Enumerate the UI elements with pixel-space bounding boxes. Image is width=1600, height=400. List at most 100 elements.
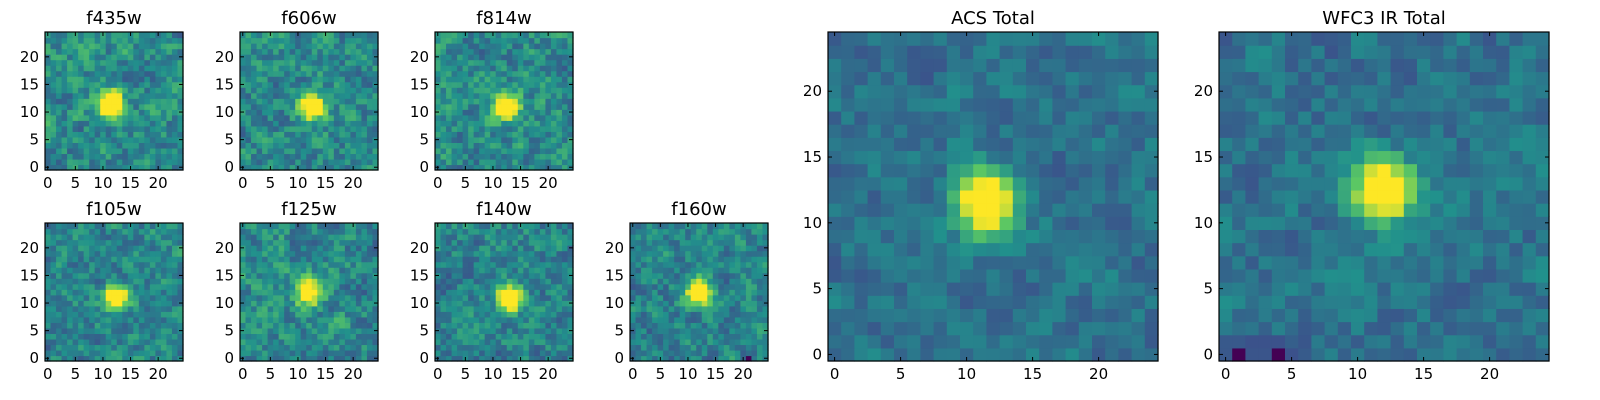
pixel-cell [556, 283, 563, 290]
pixel-cell [517, 103, 524, 110]
pixel-cell [289, 120, 296, 127]
pixel-cell [457, 131, 464, 138]
pixel-cell [490, 322, 497, 329]
pixel-cell [440, 245, 447, 252]
pixel-cell [933, 334, 948, 349]
pixel-cell [556, 120, 563, 127]
pixel-cell [960, 203, 974, 217]
pixel-cell [45, 43, 52, 50]
pixel-cell [539, 234, 546, 241]
pixel-cell [973, 255, 987, 270]
pixel-cell [473, 158, 480, 166]
pixel-cell [484, 147, 491, 155]
pixel-cell [545, 338, 552, 346]
pixel-cell [61, 338, 68, 346]
pixel-cell [751, 289, 758, 296]
pixel-cell [61, 54, 68, 61]
pixel-cell [701, 300, 708, 307]
pixel-cell [528, 256, 535, 263]
pixel-cell [468, 311, 475, 318]
pixel-cell [484, 59, 491, 66]
pixel-cell [295, 239, 302, 246]
pixel-cell [256, 311, 263, 318]
pixel-cell [160, 267, 168, 274]
pixel-cell [690, 272, 697, 279]
pixel-cell [745, 344, 753, 351]
pixel-cell [545, 81, 552, 88]
pixel-cell [350, 131, 357, 138]
pixel-cell [116, 158, 123, 166]
pixel-cell [144, 256, 151, 263]
x-tick-label: 0 [628, 365, 638, 383]
pixel-cell [751, 223, 758, 230]
pixel-cell [696, 267, 703, 274]
pixel-cell [166, 294, 173, 301]
pixel-cell [306, 300, 313, 307]
y-tick-label: 15 [215, 266, 234, 284]
pixel-cell [61, 142, 68, 149]
pixel-cell [149, 87, 156, 94]
pixel-cell [105, 234, 112, 241]
pixel-cell [350, 228, 357, 235]
pixel-cell [122, 261, 129, 268]
pixel-cell [712, 250, 719, 257]
pixel-cell [512, 278, 519, 285]
pixel-cell [635, 283, 642, 290]
pixel-cell [72, 267, 79, 274]
pixel-cell [440, 250, 447, 257]
pixel-cell [561, 223, 569, 230]
pixel-cell [138, 311, 145, 318]
pixel-cell [523, 349, 530, 357]
pixel-cell [490, 125, 497, 132]
pixel-cell [133, 92, 140, 99]
pixel-cell [122, 103, 129, 110]
pixel-cell [517, 48, 524, 55]
pixel-cell [484, 76, 491, 83]
pixel-cell [138, 76, 145, 83]
pixel-cell [366, 322, 374, 329]
pixel-cell [550, 109, 558, 116]
pixel-cell [333, 92, 340, 99]
pixel-cell [138, 59, 145, 66]
pixel-cell [256, 98, 263, 105]
pixel-cell [116, 114, 123, 121]
pixel-cell [289, 316, 296, 323]
pixel-cell [149, 223, 156, 230]
pixel-cell [762, 344, 769, 351]
pixel-cell [457, 98, 464, 105]
pixel-cell [745, 250, 753, 257]
pixel-cell [311, 250, 318, 257]
pixel-cell [61, 283, 68, 290]
pixel-cell [462, 234, 469, 241]
pixel-cell [127, 65, 134, 72]
pixel-cell [1144, 282, 1159, 296]
y-tick-label: 15 [605, 266, 624, 284]
pixel-cell [545, 125, 552, 132]
pixel-cell [567, 349, 574, 357]
pixel-cell [245, 65, 252, 72]
pixel-cell [723, 272, 730, 279]
pixel-cell [462, 59, 469, 66]
pixel-cell [1026, 295, 1040, 309]
pixel-cell [355, 245, 363, 252]
pixel-cell [740, 245, 747, 252]
pixel-cell [256, 267, 263, 274]
pixel-cell [311, 223, 318, 230]
pixel-cell [512, 131, 519, 138]
pixel-cell [56, 245, 63, 252]
pixel-cell [534, 316, 541, 323]
pixel-cell [105, 153, 112, 160]
pixel-cell [523, 311, 530, 318]
pixel-cell [696, 294, 703, 301]
pixel-cell [94, 70, 101, 77]
pixel-cell [1012, 308, 1027, 323]
pixel-cell [339, 300, 346, 307]
pixel-cell [751, 261, 758, 268]
pixel-cell [256, 294, 263, 301]
pixel-cell [339, 239, 346, 246]
pixel-cell [83, 131, 90, 138]
pixel-cell [155, 322, 162, 329]
pixel-cell [534, 98, 541, 105]
pixel-cell [701, 234, 708, 241]
